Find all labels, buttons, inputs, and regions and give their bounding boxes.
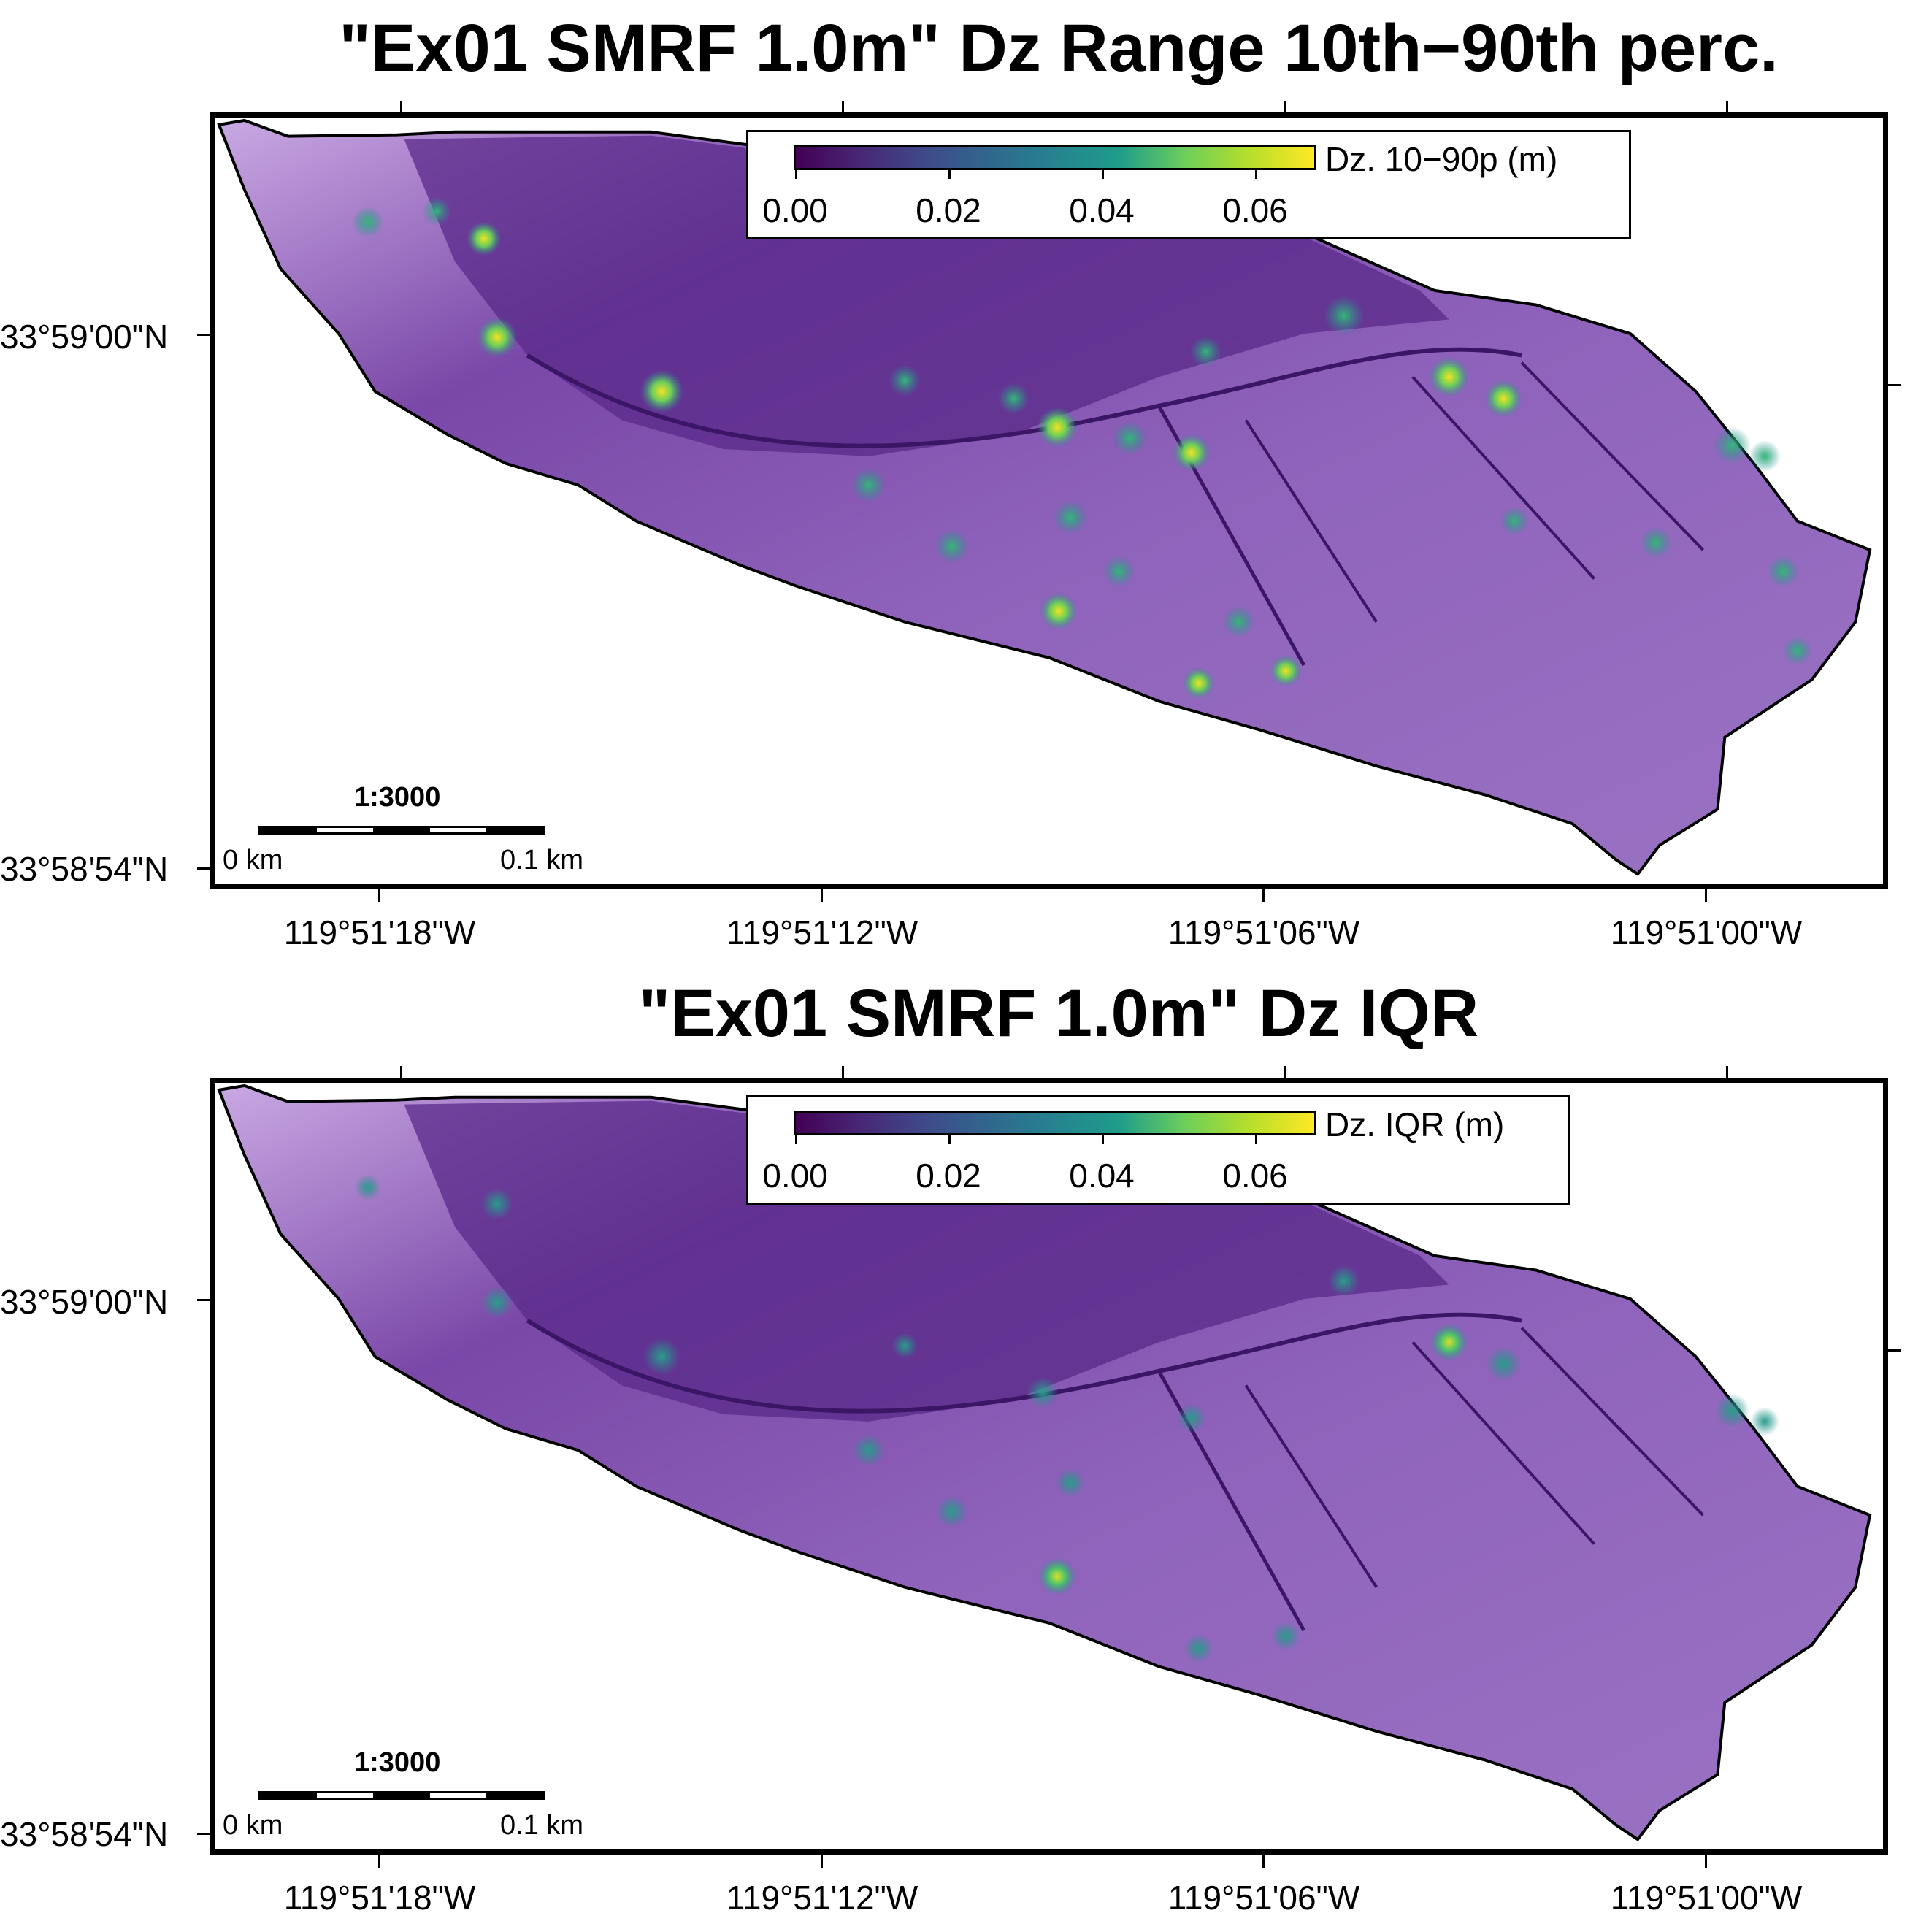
lon-label: 119°51'06"W bbox=[1167, 1879, 1360, 1917]
lat-label: 33°59'00"N bbox=[0, 1283, 169, 1321]
ridge-line bbox=[526, 347, 1522, 448]
colorbar-tick: 0.06 bbox=[1222, 191, 1288, 229]
scale-ratio: 1:3000 bbox=[354, 782, 441, 813]
ridge-line bbox=[526, 1312, 1522, 1414]
dz-hotspots bbox=[351, 196, 1812, 699]
colorbar-tick: 0.06 bbox=[1222, 1157, 1288, 1195]
lon-tick-top bbox=[1284, 101, 1286, 114]
lon-tick-top bbox=[1726, 101, 1728, 114]
map-frame[interactable]: Dz. 10−90p (m) 0.00 0.02 0.04 0.06 1:300… bbox=[210, 112, 1888, 889]
lon-label: 119°51'06"W bbox=[1167, 913, 1360, 951]
lon-label: 119°51'00"W bbox=[1610, 1879, 1803, 1917]
scale-left-label: 0 km bbox=[223, 1810, 283, 1841]
scale-left-label: 0 km bbox=[223, 845, 283, 875]
scale-right-label: 0.1 km bbox=[500, 1810, 584, 1841]
lon-tick-top bbox=[400, 101, 402, 114]
lon-label: 119°51'00"W bbox=[1610, 913, 1803, 951]
colorbar: Dz. IQR (m) 0.00 0.02 0.04 0.06 bbox=[746, 1095, 1570, 1205]
panel-title: "Ex01 SMRF 1.0m" Dz IQR bbox=[638, 976, 1479, 1051]
lon-tick-top bbox=[842, 101, 844, 114]
colorbar-gradient bbox=[794, 145, 1316, 170]
colorbar-tick: 0.04 bbox=[1069, 1157, 1135, 1195]
dz-hotspots bbox=[354, 1174, 1779, 1663]
colorbar-tick: 0.00 bbox=[762, 1157, 828, 1195]
colorbar: Dz. 10−90p (m) 0.00 0.02 0.04 0.06 bbox=[746, 130, 1631, 239]
colorbar-label: Dz. IQR (m) bbox=[1325, 1105, 1505, 1143]
lon-label: 119°51'12"W bbox=[726, 913, 918, 951]
colorbar-tick: 0.00 bbox=[762, 191, 828, 229]
lon-label: 119°51'18"W bbox=[283, 913, 476, 951]
shaded-relief-map bbox=[217, 1084, 1872, 1841]
colorbar-tick: 0.04 bbox=[1069, 191, 1135, 229]
colorbar-tick: 0.02 bbox=[916, 1157, 981, 1195]
colorbar-gradient bbox=[794, 1111, 1316, 1135]
lat-label: 33°59'00"N bbox=[0, 318, 169, 356]
colorbar-label: Dz. 10−90p (m) bbox=[1325, 140, 1558, 178]
colorbar-tick: 0.02 bbox=[916, 191, 981, 229]
lat-label: 33°58'54"N bbox=[0, 850, 169, 888]
panel-title: "Ex01 SMRF 1.0m" Dz Range 10th−90th perc… bbox=[339, 11, 1779, 85]
lon-label: 119°51'18"W bbox=[283, 1879, 476, 1917]
map-frame[interactable]: Dz. IQR (m) 0.00 0.02 0.04 0.06 1:3000 0… bbox=[210, 1078, 1888, 1855]
shaded-relief-map bbox=[217, 118, 1872, 876]
scale-right-label: 0.1 km bbox=[500, 845, 584, 875]
scale-ratio: 1:3000 bbox=[354, 1747, 441, 1778]
lat-label: 33°58'54"N bbox=[0, 1815, 169, 1853]
lon-label: 119°51'12"W bbox=[726, 1879, 918, 1917]
